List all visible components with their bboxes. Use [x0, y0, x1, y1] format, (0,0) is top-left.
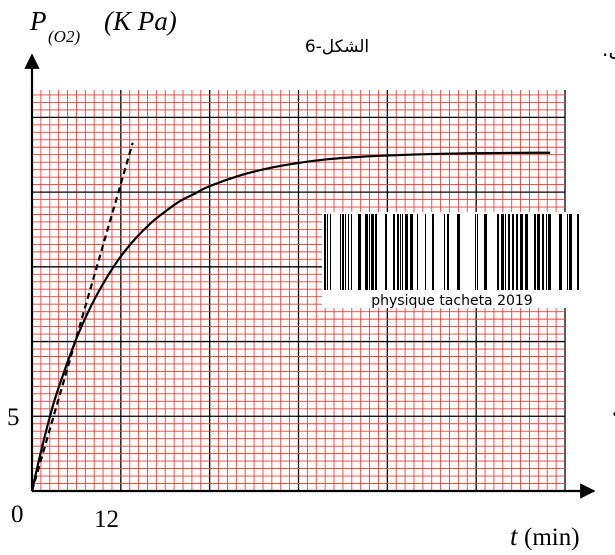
figure-label: الشكل-6	[305, 37, 369, 57]
barcode-bar	[400, 214, 401, 290]
x-axis-label-unit: (min)	[524, 524, 580, 550]
tangent-series	[30, 142, 134, 492]
barcode-bar	[402, 214, 403, 290]
axes	[24, 53, 596, 499]
barcode-bar	[405, 214, 408, 290]
barcode-bar	[410, 214, 413, 290]
barcode-bar	[567, 214, 568, 290]
barcode-bar	[417, 214, 418, 290]
barcode-bar	[358, 214, 361, 290]
barcode-bar	[520, 214, 523, 290]
pressure-curve-line	[30, 151, 551, 492]
barcode-bar	[393, 214, 395, 290]
barcode-bar	[484, 214, 487, 290]
series-layer	[30, 142, 551, 492]
barcode-bar	[525, 214, 528, 290]
barcode-bar	[385, 214, 387, 290]
x-axis-label: t (min)	[510, 521, 580, 551]
barcode-bar	[340, 214, 341, 290]
barcode-bar	[508, 214, 510, 290]
barcode-bar	[444, 214, 445, 290]
origin-tick-label: 0	[11, 501, 24, 528]
y-axis-label-main: P	[29, 6, 47, 36]
x-axis-label-main: t	[510, 521, 519, 550]
barcode-bar	[546, 214, 547, 290]
barcode-bar	[330, 214, 331, 290]
barcode-bar	[512, 214, 514, 290]
barcode-bar	[559, 214, 562, 290]
barcode-bar	[345, 214, 346, 290]
x-tick-label-12: 12	[94, 506, 119, 533]
barcode-bar	[477, 214, 478, 290]
barcode-bar	[365, 214, 368, 290]
tangent-line	[30, 142, 134, 492]
barcode-bar	[516, 214, 518, 290]
barcode-bar	[371, 214, 374, 290]
barcode-bar	[537, 214, 540, 290]
barcode-bar	[447, 214, 449, 290]
barcode-bar	[432, 214, 434, 290]
barcode-bar	[351, 214, 352, 290]
y-tick-label-5: 5	[7, 404, 20, 431]
pressure-curve-series	[30, 151, 551, 492]
watermark-caption-background	[322, 290, 584, 308]
barcode-bar	[369, 214, 370, 290]
y-axis-label-unit: (K Pa)	[104, 6, 177, 36]
barcode-bar	[425, 214, 426, 290]
barcode-bar	[475, 214, 476, 290]
stray-text-middle-right: يه	[612, 398, 615, 422]
barcode-bar	[501, 214, 504, 290]
y-axis-label-subscript: (O2)	[48, 27, 80, 46]
barcode-bar	[375, 214, 377, 290]
watermark-text: physique tacheta 2019	[371, 293, 532, 309]
y-axis-label: P (O2) (K Pa)	[29, 6, 177, 46]
barcode-bar	[324, 214, 326, 290]
barcode-bar	[569, 214, 572, 290]
barcode-bar	[505, 214, 506, 290]
stray-text-top-right: عل.	[602, 37, 615, 61]
barcode-bar	[397, 214, 399, 290]
barcode-bars	[324, 214, 579, 290]
barcode-bar	[497, 214, 499, 290]
barcode-bar	[327, 214, 328, 290]
barcode-bar	[534, 214, 536, 290]
barcode-bar	[342, 214, 344, 290]
barcode-bar	[577, 214, 579, 290]
watermark-barcode: physique tacheta 2019	[322, 212, 584, 309]
barcode-bar	[457, 214, 460, 290]
barcode-bar	[348, 214, 349, 290]
barcode-bar	[548, 214, 551, 290]
barcode-bar	[542, 214, 544, 290]
